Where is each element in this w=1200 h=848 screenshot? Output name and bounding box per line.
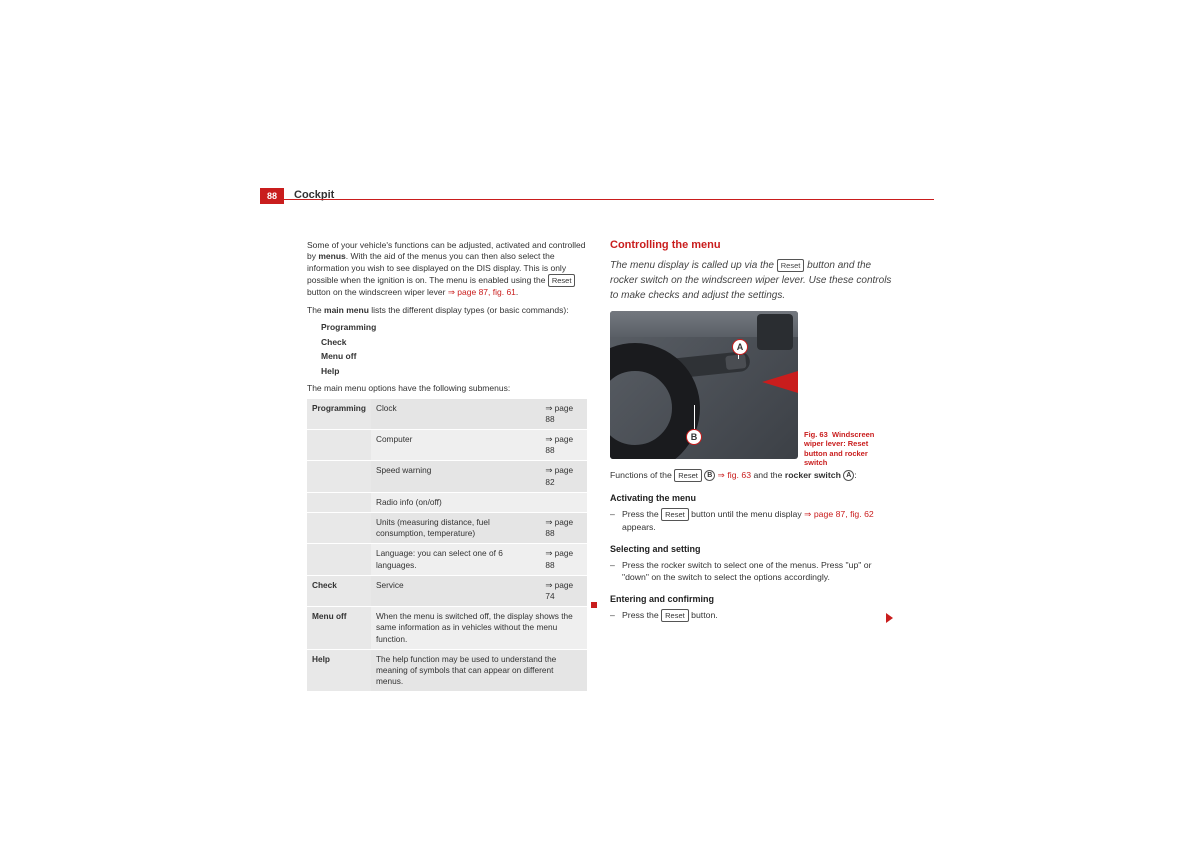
fig-ref-link[interactable]: ⇒ fig. 63	[718, 470, 751, 480]
reset-button-inline: Reset	[661, 508, 689, 521]
left-column: Some of your vehicle's functions can be …	[307, 240, 589, 692]
figure-caption: Fig. 63 Windscreen wiper lever: Reset bu…	[804, 430, 890, 468]
circle-b-icon: B	[704, 470, 715, 481]
subsection-title: Controlling the menu	[610, 238, 895, 253]
submenu-table: ProgrammingClock⇒ page 88 Computer⇒ page…	[307, 399, 587, 693]
circle-a-icon: A	[843, 470, 854, 481]
callout-b: B	[686, 429, 702, 445]
main-menu-list: Programming Check Menu off Help	[321, 322, 589, 377]
list-item: Press the Reset button.	[610, 609, 895, 622]
red-arrow-icon	[762, 371, 798, 393]
continue-arrow-icon	[886, 613, 893, 623]
activating-heading: Activating the menu	[610, 492, 895, 505]
menu-item: Programming	[321, 322, 589, 333]
page-number-badge: 88	[260, 188, 284, 204]
page-ref-link[interactable]: ⇒ page 87, fig. 61	[448, 287, 516, 297]
intro-paragraph-3: The main menu options have the following…	[307, 383, 589, 394]
reset-button-inline: Reset	[674, 469, 702, 482]
functions-line: Functions of the Reset B ⇒ fig. 63 and t…	[610, 469, 895, 482]
figure-63: A B	[610, 311, 798, 459]
list-item: Press the rocker switch to select one of…	[610, 559, 895, 583]
section-end-marker	[591, 602, 597, 608]
intro-paragraph-1: Some of your vehicle's functions can be …	[307, 240, 589, 299]
page-ref-link[interactable]: ⇒ page 87, fig. 62	[804, 509, 874, 519]
menu-item: Check	[321, 337, 589, 348]
menu-item: Menu off	[321, 351, 589, 362]
reset-button-inline: Reset	[777, 259, 805, 272]
reset-button-inline: Reset	[548, 274, 576, 287]
header-rule	[260, 199, 934, 200]
callout-a: A	[732, 339, 748, 355]
subsection-intro: The menu display is called up via the Re…	[610, 259, 895, 303]
selecting-heading: Selecting and setting	[610, 543, 895, 556]
entering-heading: Entering and confirming	[610, 593, 895, 606]
list-item: Press the Reset button until the menu di…	[610, 508, 895, 533]
reset-button-inline: Reset	[661, 609, 689, 622]
intro-paragraph-2: The main menu lists the different displa…	[307, 305, 589, 316]
menu-item: Help	[321, 366, 589, 377]
